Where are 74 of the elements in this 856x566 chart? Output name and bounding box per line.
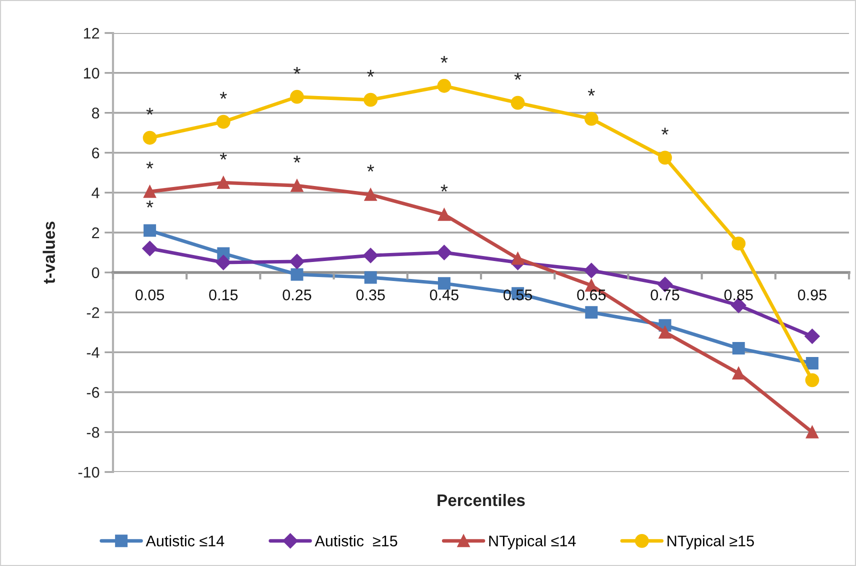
- y-tick-label: 12: [84, 28, 100, 39]
- y-tick-label: 8: [92, 108, 100, 119]
- point: [806, 356, 818, 370]
- y-tick-label: -4: [86, 347, 100, 358]
- y-tick-label: -8: [86, 426, 100, 438]
- point: [658, 150, 672, 165]
- point: [584, 262, 599, 278]
- point: [438, 208, 450, 221]
- annotation: *: [662, 128, 668, 135]
- point: [290, 90, 304, 104]
- point: [436, 244, 452, 260]
- annotation: *: [514, 72, 522, 80]
- annotation: *: [220, 92, 227, 99]
- point: [142, 240, 158, 256]
- point: [290, 268, 304, 281]
- point: [806, 426, 818, 438]
- x-tick-label: 0.25: [282, 290, 312, 300]
- legend-label: NTypical ≤14: [489, 535, 576, 550]
- annotation: *: [146, 200, 154, 208]
- legend-label: NTypical ≥15: [668, 535, 754, 550]
- y-tick-label: 4: [92, 188, 100, 198]
- annotation: *: [367, 70, 374, 77]
- point: [364, 92, 378, 107]
- annotation: *: [146, 162, 154, 169]
- annotation: *: [220, 152, 227, 160]
- point: [364, 271, 377, 284]
- y-tick-label: -6: [86, 387, 100, 398]
- y-tick-label: 6: [92, 148, 100, 158]
- annotation: *: [367, 164, 374, 172]
- point: [142, 130, 157, 145]
- point: [804, 328, 820, 344]
- point: [216, 254, 231, 270]
- point: [364, 188, 377, 201]
- annotation: *: [440, 56, 448, 63]
- legend-label: Autistic ≤14: [146, 535, 224, 546]
- x-tick-label: 0.15: [209, 290, 238, 300]
- point: [363, 248, 378, 264]
- x-axis-title: Percentiles: [438, 494, 525, 506]
- y-tick-label: -10: [78, 466, 100, 478]
- x-tick-label: 0.05: [136, 290, 164, 300]
- point: [216, 114, 230, 129]
- point: [144, 185, 156, 198]
- annotation: *: [294, 66, 300, 74]
- x-tick-label: 0.35: [356, 290, 385, 300]
- annotation: *: [294, 156, 300, 163]
- y-tick-label: 0: [92, 267, 100, 278]
- point: [585, 306, 598, 319]
- point: [437, 78, 452, 93]
- annotation: *: [588, 88, 595, 96]
- y-tick-label: -2: [86, 307, 100, 318]
- point: [732, 366, 745, 380]
- point: [144, 224, 156, 237]
- point: [658, 326, 672, 339]
- point: [290, 179, 304, 192]
- x-tick-label: 0.95: [798, 290, 826, 300]
- point: [805, 373, 820, 388]
- legend-label: Autistic ≥15: [314, 535, 398, 546]
- y-tick-label: 10: [84, 68, 100, 79]
- point: [732, 342, 745, 355]
- x-tick-label: 0.45: [430, 290, 458, 300]
- point: [289, 254, 305, 270]
- annotation: *: [146, 108, 154, 115]
- point: [217, 176, 230, 189]
- annotation: *: [440, 184, 448, 192]
- y-axis-title: t-values: [42, 222, 55, 284]
- y-tick-label: 2: [92, 227, 100, 238]
- point: [510, 96, 525, 110]
- point: [584, 112, 598, 126]
- point: [512, 252, 524, 265]
- x-tick-label: 0.65: [577, 290, 606, 300]
- x-tick-label: 0.85: [724, 290, 753, 300]
- point: [732, 236, 746, 250]
- point: [438, 277, 450, 290]
- x-tick-label: 0.75: [650, 290, 680, 300]
